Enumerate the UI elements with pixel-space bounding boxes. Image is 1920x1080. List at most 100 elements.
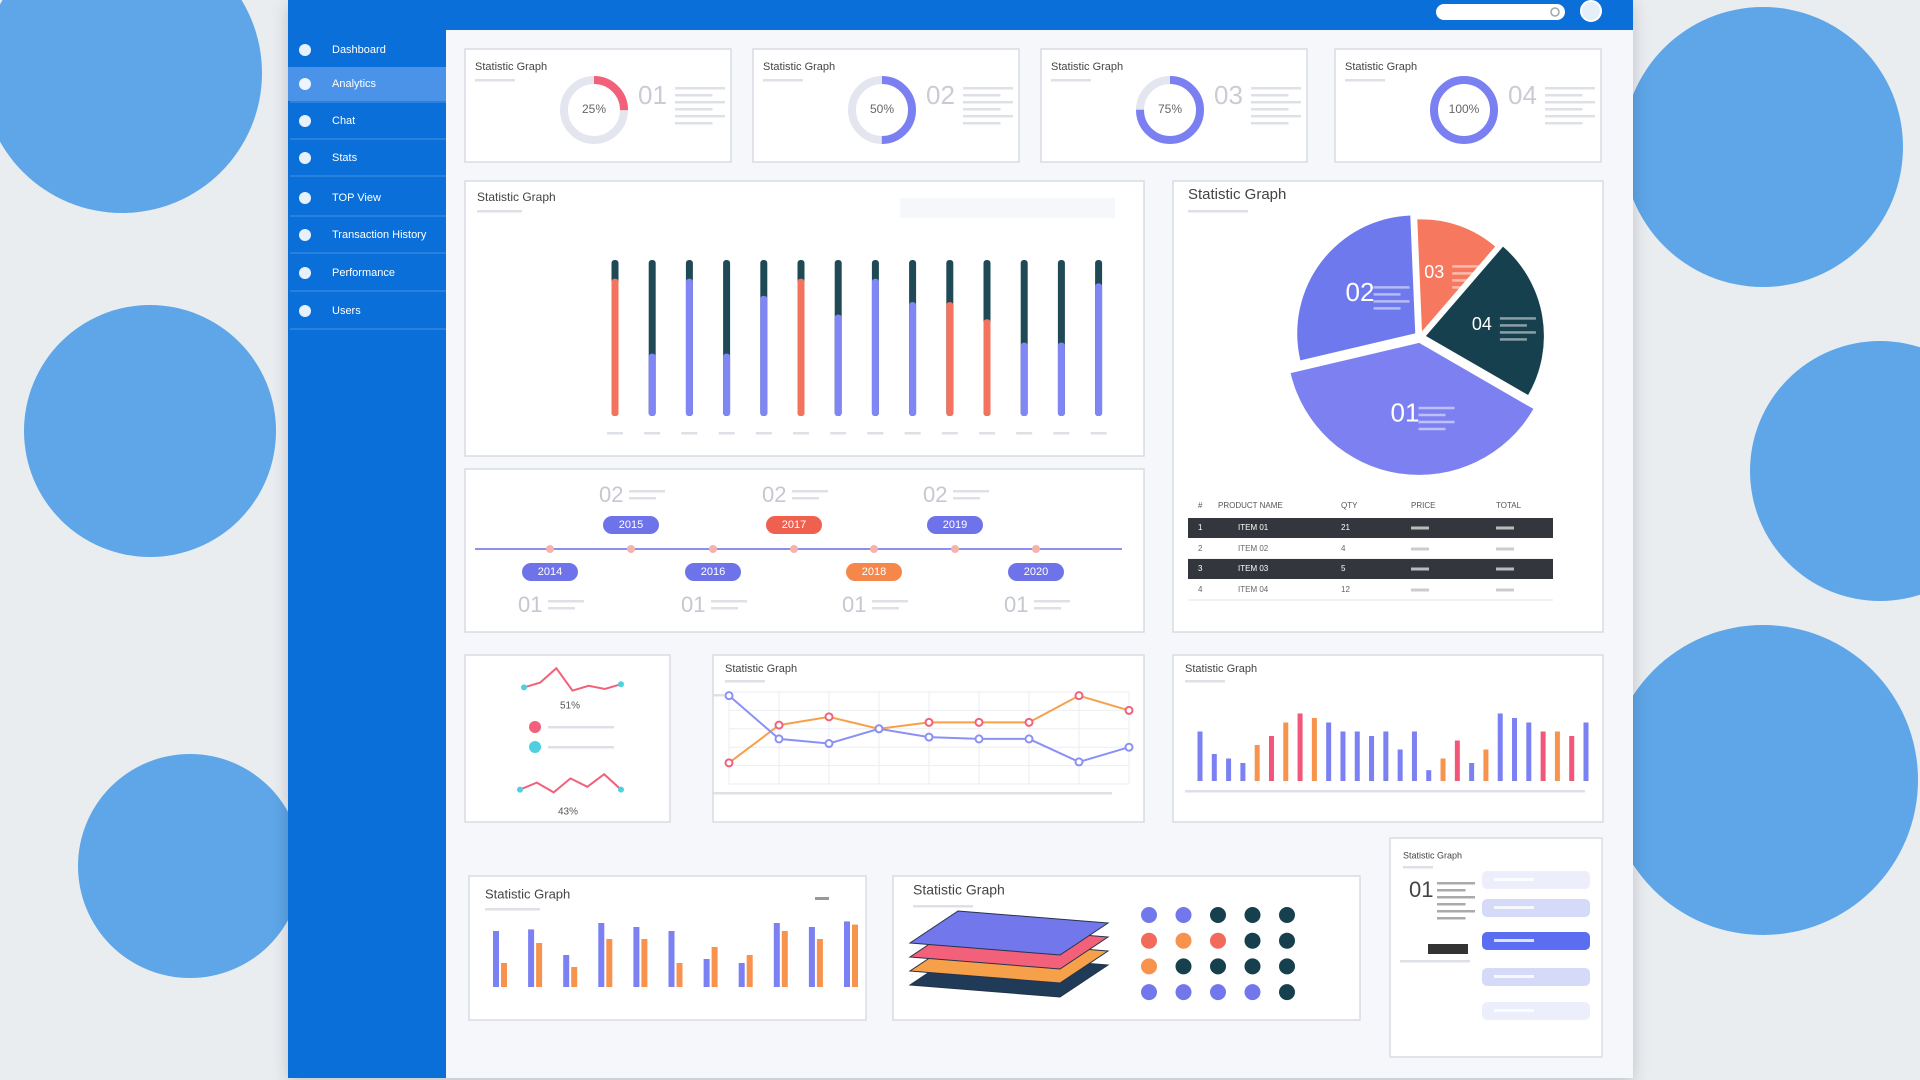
list-pill[interactable] (1482, 932, 1590, 950)
date-filter[interactable] (900, 198, 1115, 218)
placeholder-text (1400, 960, 1470, 963)
column (1454, 740, 1460, 781)
card (468, 875, 867, 1021)
bar (909, 302, 917, 416)
icon-dot (1175, 958, 1192, 975)
column (1354, 731, 1360, 781)
year-pill (846, 563, 902, 581)
menu-item[interactable]: Chat (332, 115, 355, 127)
placeholder-text (548, 607, 575, 610)
placeholder-text (1545, 115, 1595, 118)
bar (746, 955, 753, 987)
line-marker (724, 758, 734, 768)
placeholder-text (1403, 866, 1433, 869)
menu-item[interactable]: Dashboard (332, 44, 386, 56)
list-pill[interactable] (1482, 899, 1590, 917)
placeholder-text (607, 432, 623, 435)
year-label: 2016 (701, 566, 725, 578)
line-marker (1124, 705, 1134, 715)
placeholder-text (1251, 101, 1301, 104)
year-label: 2017 (782, 519, 806, 531)
bar (1057, 342, 1065, 416)
placeholder-text (681, 432, 698, 435)
timeline-dot (870, 545, 878, 553)
year-pill (522, 563, 578, 581)
avatar[interactable] (1580, 0, 1602, 22)
spark-label: 43% (558, 807, 578, 818)
bar (641, 939, 648, 987)
line-marker (774, 720, 784, 730)
icon-dot (1244, 907, 1261, 923)
search-box[interactable] (1436, 4, 1565, 20)
bar (1095, 283, 1103, 416)
column (1340, 731, 1346, 781)
placeholder-text (1545, 108, 1583, 111)
placeholder-text (953, 490, 989, 493)
placeholder-text (1373, 286, 1410, 289)
year-pill (603, 516, 659, 534)
pie-slice (1417, 219, 1496, 332)
placeholder-text (872, 607, 899, 610)
menu-item[interactable]: Stats (332, 152, 358, 164)
line-marker (874, 724, 884, 734)
menu-icon (299, 305, 311, 317)
line-marker (1124, 742, 1134, 752)
placeholder-text (675, 115, 725, 118)
card (464, 654, 671, 823)
column (1283, 722, 1289, 781)
icon-dot (1210, 932, 1226, 949)
donut-label: 75% (1158, 102, 1182, 116)
line-marker (1024, 734, 1034, 744)
bar (648, 353, 656, 416)
list-pill[interactable] (1482, 1002, 1590, 1020)
icon-dot (1244, 984, 1261, 1001)
table-cell: 5 (1341, 564, 1346, 573)
menu-item[interactable]: TOP View (332, 192, 381, 204)
menu-item[interactable]: Analytics (332, 78, 377, 90)
placeholder-text (830, 432, 847, 435)
list-pill[interactable] (1482, 968, 1590, 986)
pie-slice (1425, 246, 1544, 395)
column (1211, 754, 1217, 781)
year-pill (1008, 563, 1064, 581)
table-row-bg (1188, 518, 1553, 538)
placeholder-text (1494, 878, 1534, 881)
list-pill[interactable] (1482, 871, 1590, 889)
placeholder-text (1016, 432, 1033, 435)
column (1197, 731, 1203, 781)
bar (808, 927, 815, 987)
placeholder-text (1251, 108, 1289, 111)
placeholder-text (1545, 122, 1583, 125)
card-title: Statistic Graph (913, 882, 1005, 898)
placeholder-text (913, 905, 973, 908)
menu-item[interactable]: Transaction History (332, 229, 427, 241)
placeholder-text (963, 87, 1013, 90)
placeholder-text (725, 680, 765, 683)
menu-item[interactable]: Users (332, 305, 361, 317)
placeholder-text (1499, 331, 1536, 334)
column (1583, 722, 1589, 781)
spark-label: 51% (560, 701, 580, 712)
column (1326, 722, 1332, 781)
placeholder-text (963, 108, 1001, 111)
top-bar (288, 0, 1633, 30)
bar (723, 353, 731, 416)
bar (781, 931, 788, 987)
card-number: 01 (638, 80, 667, 110)
placeholder-text (1545, 87, 1595, 90)
table-row-bg (1188, 559, 1553, 579)
placeholder-text (1345, 79, 1385, 82)
donut-arc (1136, 76, 1204, 144)
icon-dot (1175, 932, 1192, 949)
menu-icon (299, 192, 311, 204)
placeholder-text (1437, 917, 1466, 920)
bar (685, 278, 693, 416)
table-cell: ITEM 04 (1238, 585, 1269, 594)
menu-item[interactable]: Performance (332, 267, 395, 279)
placeholder-text (963, 101, 1013, 104)
bar (760, 295, 768, 416)
table-cell: ITEM 01 (1238, 523, 1269, 532)
placeholder-text (1373, 293, 1401, 296)
line-marker (824, 739, 834, 749)
year-pill (927, 516, 983, 534)
